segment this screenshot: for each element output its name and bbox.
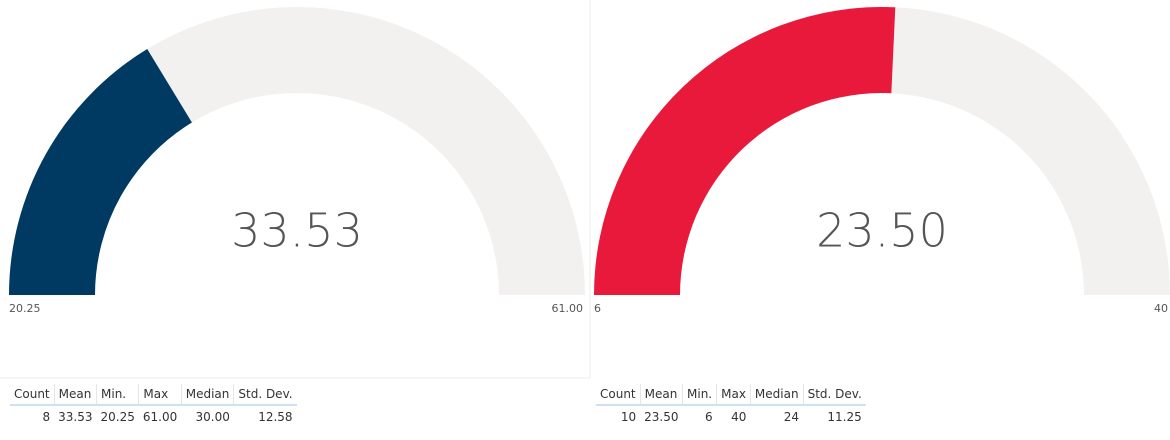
cell: 12.58: [258, 410, 293, 424]
column-header: Min.: [95, 384, 139, 406]
column-header: Count: [10, 384, 55, 406]
cell: 33.53: [58, 410, 93, 424]
gauge-bar: [594, 7, 896, 295]
column-header: Max: [716, 384, 751, 406]
cell: 11.25: [827, 410, 862, 424]
gauge-tick-label: 61.00: [552, 302, 584, 315]
gauge-value: 33.53: [231, 204, 363, 258]
cell: 30.00: [195, 410, 230, 424]
cell: 20.25: [100, 410, 135, 424]
column-header: Max: [138, 384, 182, 406]
column-header: Mean: [53, 384, 97, 406]
cell: 6: [704, 410, 713, 424]
cell: 8: [42, 410, 51, 424]
stats-table: Count Mean Min. Max Median Std. Dev. 10 23.50 6 4…: [596, 384, 866, 428]
stats-table: Count Mean Min. Max Median Std. Dev. 8 33.53 20.…: [10, 384, 297, 428]
column-header: Mean: [639, 384, 683, 406]
gauge-bar: [9, 49, 192, 295]
column-header: Median: [749, 384, 804, 406]
cell: 10: [620, 410, 637, 424]
gauge-tick-label: 6: [594, 302, 601, 315]
column-header: Std. Dev.: [802, 384, 866, 406]
gauge-tick-label: 20.25: [9, 302, 41, 315]
cell: 40: [731, 410, 747, 424]
column-header: Median: [180, 384, 234, 406]
column-header: Std. Dev.: [233, 384, 297, 406]
cell: 23.50: [644, 410, 679, 424]
column-header: Count: [596, 384, 641, 406]
cell: 24: [783, 410, 800, 424]
cell: 61.00: [142, 410, 178, 424]
gauge-value: 23.50: [816, 204, 948, 258]
gauge-tick-label: 40: [1154, 302, 1168, 315]
column-header: Min.: [681, 384, 717, 406]
